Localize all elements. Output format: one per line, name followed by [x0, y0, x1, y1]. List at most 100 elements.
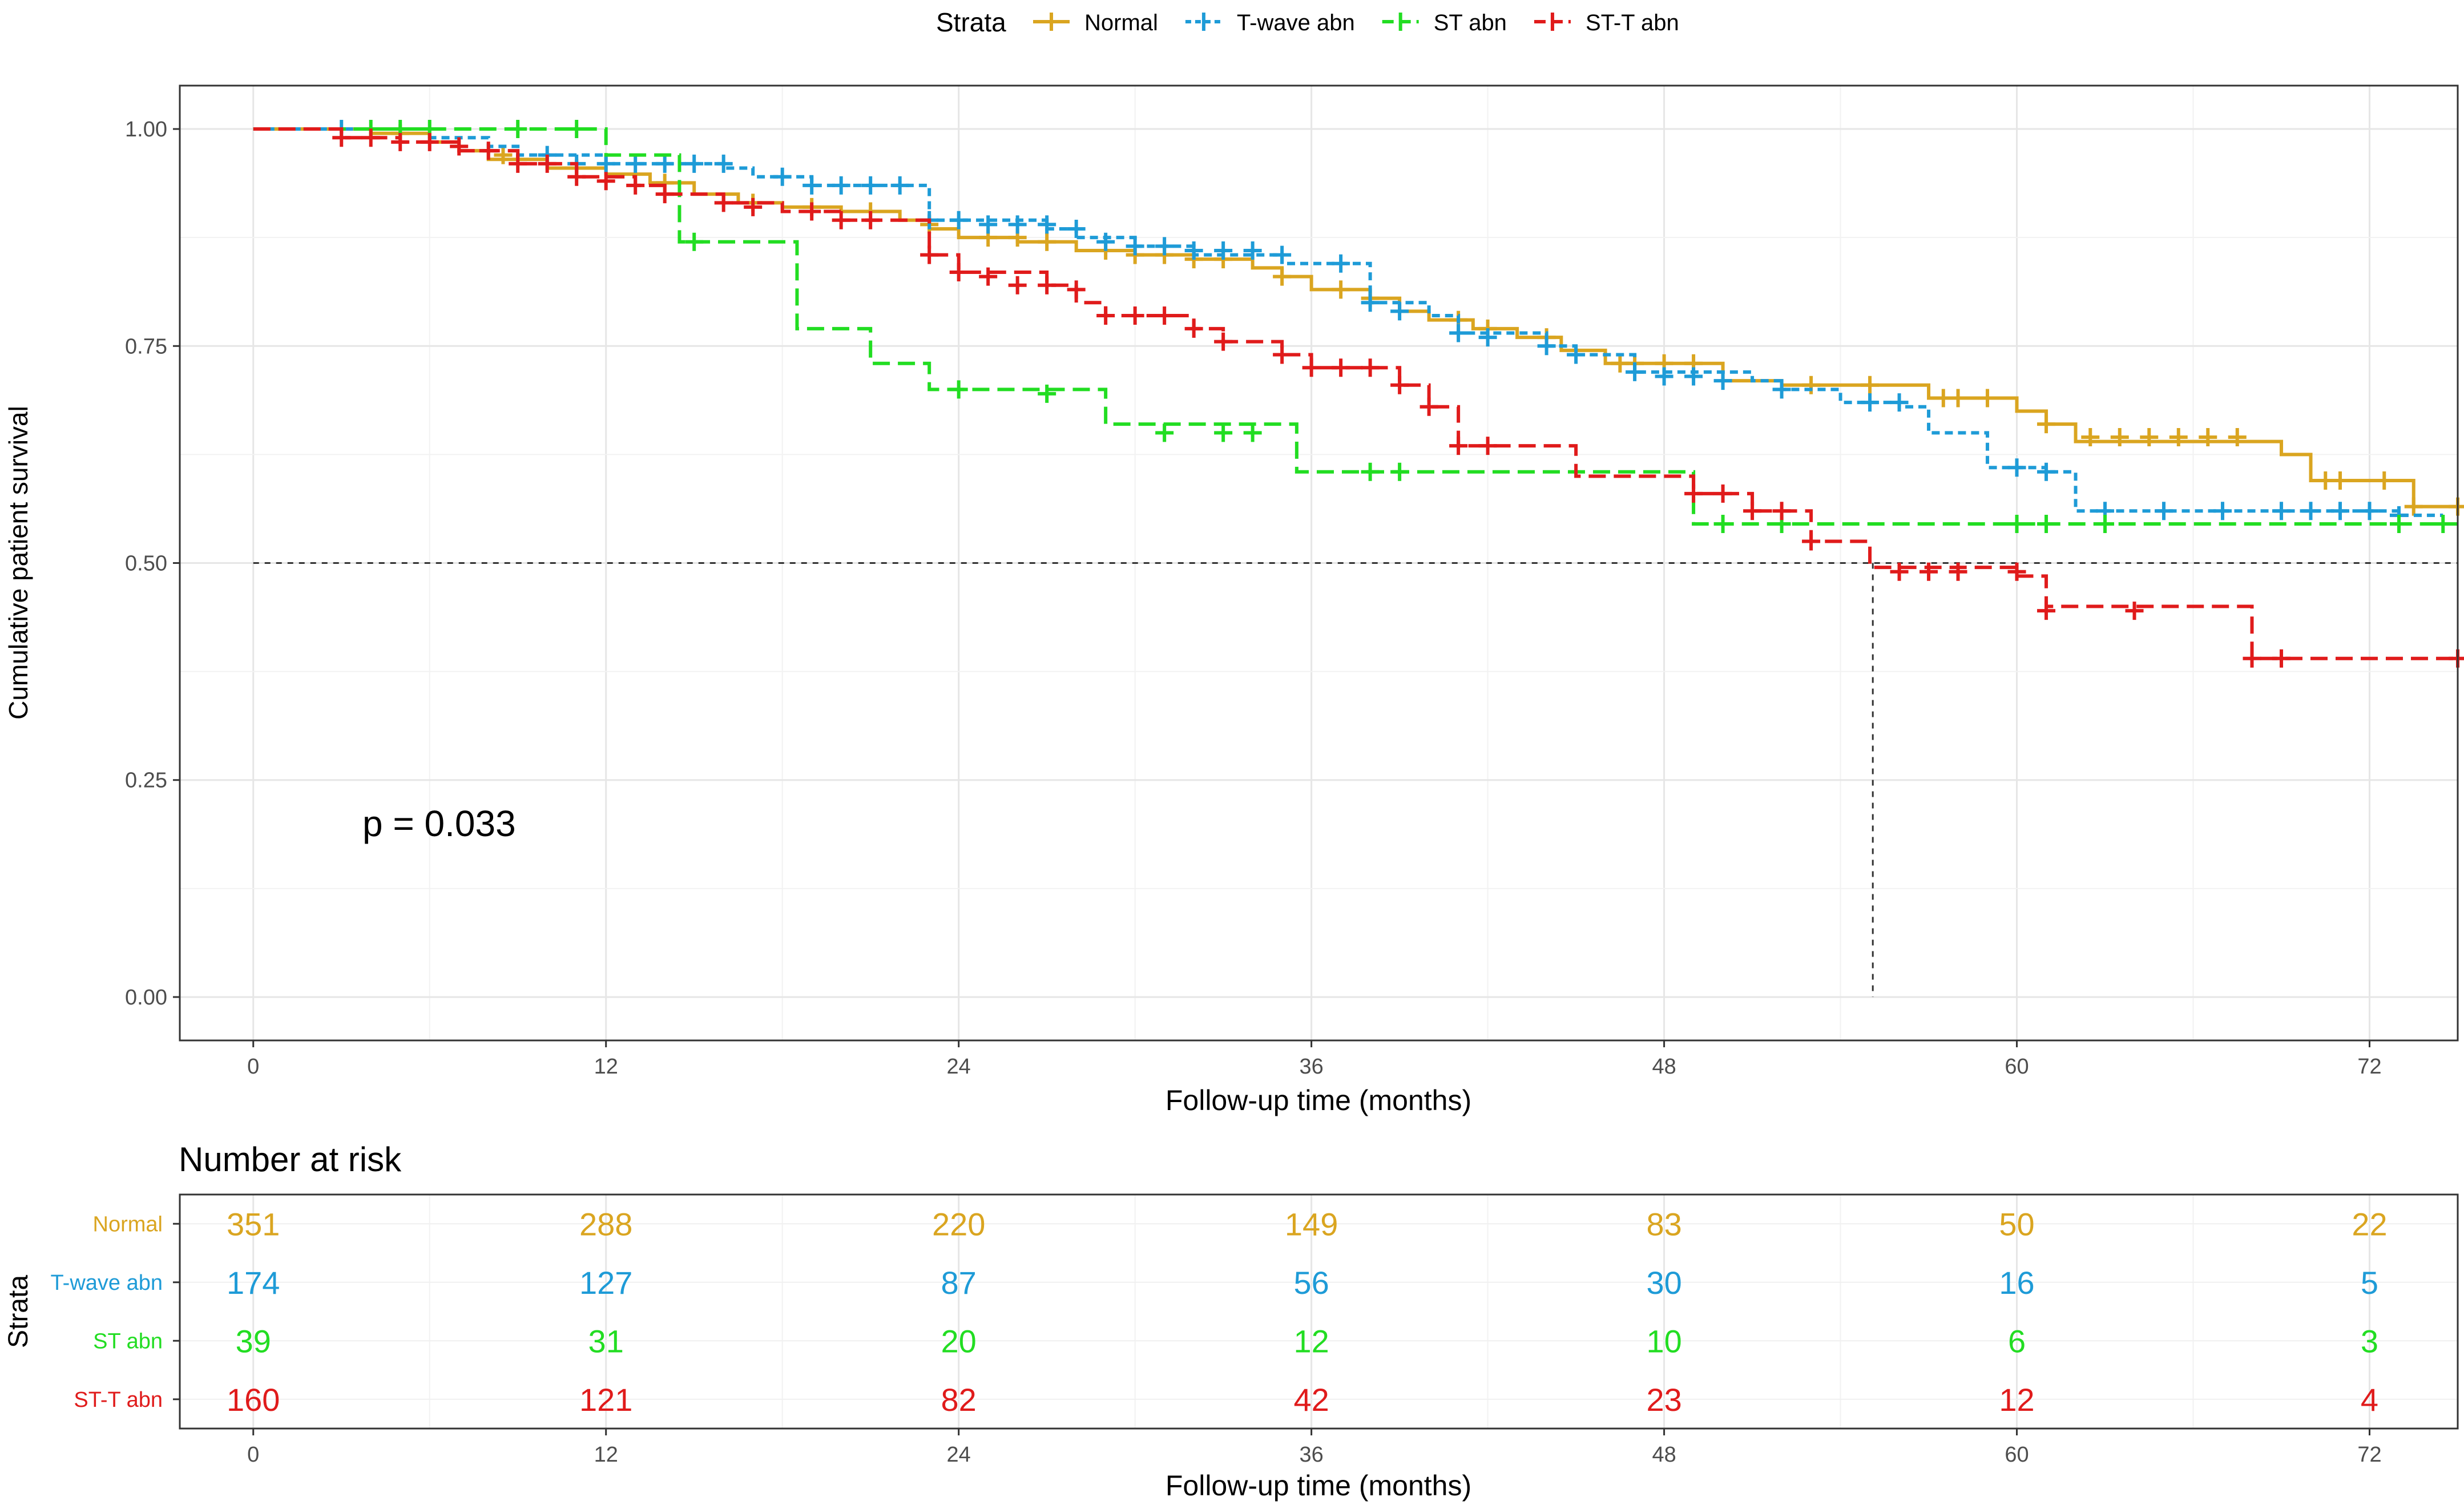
censor-mark	[2110, 427, 2129, 446]
survival-x-axis-label: Follow-up time (months)	[1166, 1084, 1471, 1116]
risk-cell: 83	[1646, 1206, 1681, 1242]
censor-mark	[1038, 384, 1056, 403]
legend-item-label: T-wave abn	[1237, 10, 1355, 35]
censor-mark	[1361, 358, 1380, 377]
risk-cell: 5	[2361, 1265, 2378, 1301]
risk-cell: 22	[2352, 1206, 2387, 1242]
censor-mark	[1361, 293, 1380, 312]
censor-mark	[861, 176, 880, 195]
y-tick-label: 0.25	[125, 769, 167, 793]
risk-cell: 39	[236, 1323, 271, 1359]
censor-mark	[949, 263, 968, 281]
risk-cell: 6	[2008, 1323, 2026, 1359]
censor-mark	[596, 172, 615, 191]
censor-mark	[1478, 328, 1497, 347]
censor-mark	[1390, 376, 1409, 394]
censor-mark	[1273, 245, 1292, 264]
risk-x-tick-label: 24	[947, 1443, 971, 1467]
x-tick-label: 0	[247, 1055, 259, 1079]
censor-mark	[1155, 237, 1174, 256]
censor-mark	[1038, 276, 1056, 294]
censor-mark	[1449, 437, 1468, 455]
survival-y-axis-ticks: 0.00 0.25 0.50 0.75 1.00	[125, 118, 180, 1010]
survival-y-axis-label: Cumulative patient survival	[3, 406, 33, 720]
censor-mark	[1772, 380, 1791, 399]
censor-mark	[1478, 437, 1497, 455]
censor-mark	[1361, 462, 1380, 481]
censor-mark	[2169, 427, 2188, 446]
risk-cell: 12	[1293, 1323, 1329, 1359]
censor-mark	[1332, 358, 1350, 377]
censor-mark	[979, 267, 998, 286]
censor-mark	[714, 154, 733, 173]
censor-mark	[2007, 458, 2026, 477]
censor-mark	[685, 154, 704, 173]
censor-mark	[2272, 649, 2291, 668]
censor-mark	[1273, 267, 1292, 286]
censor-mark	[1890, 562, 1909, 581]
legend-title: Strata	[936, 7, 1006, 37]
legend-item-t-wave-abn: T-wave abn	[1185, 10, 1355, 35]
risk-cell: 16	[1999, 1265, 2034, 1301]
censor-mark	[802, 176, 821, 195]
censor-mark	[1713, 515, 1732, 534]
risk-table-background	[180, 1195, 2458, 1429]
censor-mark	[2375, 471, 2394, 490]
censor-mark	[1273, 345, 1292, 364]
censor-mark	[2213, 502, 2232, 521]
risk-cell: 87	[941, 1265, 977, 1301]
censor-mark	[1861, 376, 1880, 394]
censor-mark	[1067, 219, 1086, 238]
censor-mark	[1919, 562, 1938, 581]
survival-plot-panel: 0 12 24 36 48 60 72 0.00 0.25 0.50 0.75 1.00 p = 0…	[3, 84, 2464, 1116]
censor-mark	[714, 193, 733, 212]
censor-mark	[1184, 241, 1203, 260]
censor-mark	[2007, 562, 2026, 581]
risk-row-label: ST-T abn	[74, 1388, 163, 1412]
risk-cell: 121	[579, 1382, 632, 1418]
censor-mark	[391, 132, 410, 151]
censor-mark	[2037, 515, 2056, 534]
censor-mark	[1155, 423, 1174, 442]
risk-table-x-axis-ticks: 0 12 24 36 48 60 72	[247, 1429, 2382, 1467]
censor-mark	[949, 380, 968, 399]
risk-row-label: T-wave abn	[51, 1271, 163, 1295]
censor-mark	[2331, 471, 2350, 490]
censor-mark	[2360, 502, 2379, 521]
censor-mark	[1419, 397, 1438, 416]
censor-mark	[2199, 427, 2217, 446]
risk-row-label: ST abn	[93, 1329, 163, 1353]
x-tick-label: 72	[2357, 1055, 2381, 1079]
censor-mark	[1243, 241, 1262, 260]
risk-x-tick-label: 12	[594, 1443, 618, 1467]
censor-mark	[1449, 324, 1468, 342]
censor-mark	[2404, 497, 2423, 516]
y-tick-label: 0.00	[125, 986, 167, 1010]
risk-cell: 10	[1646, 1323, 1681, 1359]
censor-mark	[2037, 415, 2056, 434]
censor-mark	[509, 120, 527, 139]
censor-mark	[2125, 602, 2144, 620]
censor-mark	[655, 154, 674, 173]
censor-mark	[1302, 358, 1321, 377]
censor-mark	[1390, 302, 1409, 321]
risk-cell: 23	[1646, 1382, 1681, 1418]
censor-mark	[1126, 306, 1144, 325]
risk-cell: 220	[932, 1206, 985, 1242]
censor-mark	[802, 202, 821, 221]
censor-mark	[1772, 502, 1791, 521]
legend-item-st-t-abn: ST-T abn	[1534, 10, 1679, 35]
censor-mark	[832, 176, 850, 195]
risk-cell: 3	[2361, 1323, 2378, 1359]
censor-mark	[2272, 502, 2291, 521]
risk-x-tick-label: 72	[2357, 1443, 2381, 1467]
risk-cell: 174	[227, 1265, 280, 1301]
censor-mark	[655, 185, 674, 204]
series-line-normal	[253, 127, 2458, 509]
risk-cell: 127	[579, 1265, 632, 1301]
censor-mark	[567, 167, 586, 186]
censor-mark	[1713, 372, 1732, 390]
censor-mark	[1214, 241, 1233, 260]
censor-mark	[626, 154, 645, 173]
